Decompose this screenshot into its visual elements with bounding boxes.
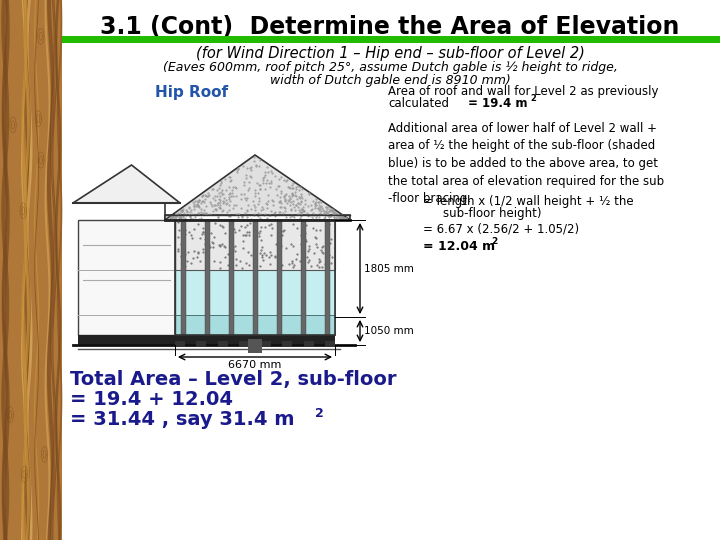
Text: Hip Roof: Hip Roof — [155, 85, 228, 100]
Bar — [325, 341, 335, 347]
Bar — [62, 36, 720, 43]
Bar — [197, 341, 207, 347]
Text: 6670 mm: 6670 mm — [228, 360, 282, 370]
Text: = 6.67 x (2.56/2 + 1.05/2): = 6.67 x (2.56/2 + 1.05/2) — [423, 222, 579, 235]
Bar — [175, 315, 335, 335]
Bar — [181, 220, 186, 335]
Bar — [253, 220, 258, 335]
Text: 1050 mm: 1050 mm — [364, 326, 414, 336]
Bar — [261, 341, 271, 347]
Bar — [248, 339, 262, 353]
Text: 2: 2 — [315, 407, 324, 420]
Bar — [325, 220, 330, 335]
Bar — [78, 220, 175, 335]
Text: (Eaves 600mm, roof pitch 25°, assume Dutch gable is ½ height to ridge,: (Eaves 600mm, roof pitch 25°, assume Dut… — [163, 61, 618, 74]
Text: = 12.04 m: = 12.04 m — [423, 240, 495, 253]
Text: (for Wind Direction 1 – Hip end – sub-floor of Level 2): (for Wind Direction 1 – Hip end – sub-fl… — [196, 46, 585, 61]
Bar — [175, 220, 335, 270]
Bar — [301, 220, 306, 335]
Text: 2: 2 — [530, 94, 536, 103]
Text: 1805 mm: 1805 mm — [364, 264, 414, 273]
Text: sub-floor height): sub-floor height) — [443, 207, 541, 220]
Bar — [175, 270, 335, 315]
Bar — [205, 220, 210, 335]
Text: width of Dutch gable end is 8910 mm): width of Dutch gable end is 8910 mm) — [269, 74, 510, 87]
Text: calculated: calculated — [388, 97, 449, 110]
Bar — [282, 341, 292, 347]
Text: = 31.44 , say 31.4 m: = 31.44 , say 31.4 m — [70, 410, 294, 429]
Bar — [0, 0, 62, 540]
Text: 3.1 (Cont)  Determine the Area of Elevation: 3.1 (Cont) Determine the Area of Elevati… — [100, 15, 680, 39]
Bar — [218, 341, 228, 347]
Bar — [304, 341, 314, 347]
Text: = 19.4 m: = 19.4 m — [468, 97, 528, 110]
Bar — [229, 220, 234, 335]
Text: Area of roof and wall for Level 2 as previously: Area of roof and wall for Level 2 as pre… — [388, 85, 659, 98]
Text: Total Area – Level 2, sub-floor: Total Area – Level 2, sub-floor — [70, 370, 397, 389]
Bar — [78, 335, 335, 345]
Text: = length x (1/2 wall height + ½ the: = length x (1/2 wall height + ½ the — [423, 195, 634, 208]
Polygon shape — [165, 155, 350, 220]
Text: = 19.4 + 12.04: = 19.4 + 12.04 — [70, 390, 233, 409]
Bar — [175, 341, 185, 347]
Bar — [175, 220, 335, 335]
Text: Additional area of lower half of Level 2 wall +
area of ½ the height of the sub-: Additional area of lower half of Level 2… — [388, 122, 664, 205]
Bar — [277, 220, 282, 335]
Polygon shape — [73, 165, 180, 203]
Bar — [239, 341, 249, 347]
Text: 2: 2 — [491, 237, 498, 246]
